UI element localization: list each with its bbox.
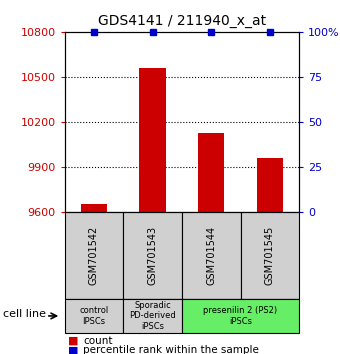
Bar bbox=[123, 299, 182, 333]
Bar bbox=[257, 158, 283, 212]
Title: GDS4141 / 211940_x_at: GDS4141 / 211940_x_at bbox=[98, 14, 266, 28]
Text: GSM701544: GSM701544 bbox=[206, 226, 216, 285]
Text: cell line: cell line bbox=[3, 309, 46, 319]
Text: GSM701542: GSM701542 bbox=[89, 226, 99, 285]
Bar bbox=[139, 68, 166, 212]
Text: ■: ■ bbox=[68, 346, 79, 354]
Text: count: count bbox=[83, 336, 113, 346]
Text: control
IPSCs: control IPSCs bbox=[79, 306, 108, 326]
Text: ■: ■ bbox=[68, 336, 79, 346]
Bar bbox=[182, 299, 299, 333]
Text: GSM701545: GSM701545 bbox=[265, 226, 275, 285]
Text: GSM701543: GSM701543 bbox=[148, 226, 157, 285]
Bar bbox=[81, 204, 107, 212]
Bar bbox=[65, 212, 123, 299]
Bar bbox=[182, 212, 240, 299]
Text: percentile rank within the sample: percentile rank within the sample bbox=[83, 346, 259, 354]
Text: presenilin 2 (PS2)
iPSCs: presenilin 2 (PS2) iPSCs bbox=[203, 306, 278, 326]
Bar bbox=[123, 212, 182, 299]
Bar bbox=[65, 299, 123, 333]
Bar bbox=[198, 133, 224, 212]
Text: Sporadic
PD-derived
iPSCs: Sporadic PD-derived iPSCs bbox=[129, 301, 176, 331]
Bar bbox=[241, 212, 299, 299]
